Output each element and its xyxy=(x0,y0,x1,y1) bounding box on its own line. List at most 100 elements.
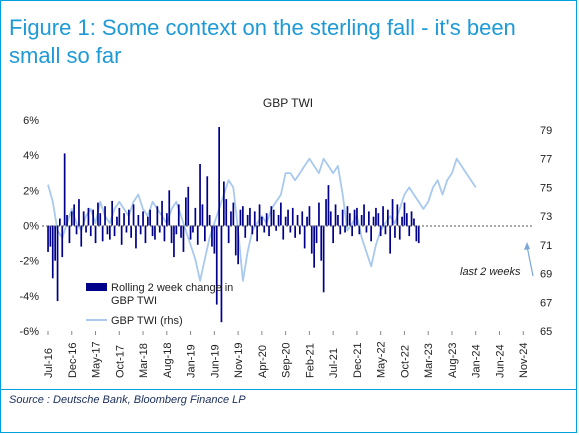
bar xyxy=(163,225,166,242)
bar xyxy=(372,216,375,226)
legend-label-line: GBP TWI (rhs) xyxy=(111,315,183,327)
bar xyxy=(325,199,327,226)
bar xyxy=(253,211,256,226)
bar xyxy=(322,225,325,293)
bar xyxy=(199,164,201,226)
x-axis-tick-label: Nov-19 xyxy=(233,343,245,378)
bar xyxy=(70,211,73,226)
bar xyxy=(272,209,275,226)
bar xyxy=(377,213,380,226)
bar xyxy=(123,213,125,226)
bar xyxy=(215,225,218,305)
bar xyxy=(415,225,418,242)
right-axis: 65 67 69 71 73 75 77 79 xyxy=(540,125,552,338)
bar xyxy=(313,225,315,268)
bar xyxy=(149,209,151,226)
bar xyxy=(142,211,144,226)
figure-title: Figure 1: Some context on the sterling f… xyxy=(9,15,516,68)
bar xyxy=(187,186,190,226)
series-line-gbp-twi xyxy=(47,157,477,282)
x-axis-tick-label: Oct-17 xyxy=(114,345,126,378)
source-divider xyxy=(0,389,577,390)
bar xyxy=(246,215,249,226)
bar xyxy=(396,204,399,226)
bar xyxy=(104,206,106,226)
bar xyxy=(204,225,206,242)
chart-title: GBP TWI xyxy=(263,96,313,110)
bar xyxy=(334,204,337,226)
bar xyxy=(370,225,372,242)
right-axis-tick-label: 71 xyxy=(540,240,552,252)
bar xyxy=(287,209,289,226)
bar xyxy=(47,225,49,252)
x-axis-tick-label: Mar-18 xyxy=(138,343,150,378)
bar xyxy=(92,209,94,226)
x-axis-tick-label: Jan-24 xyxy=(471,344,483,378)
bar xyxy=(344,225,346,233)
twi-line-group xyxy=(47,157,477,282)
annotation-arrow xyxy=(524,242,534,277)
bar xyxy=(294,225,296,238)
bar xyxy=(225,199,228,226)
bar xyxy=(417,225,420,244)
bar xyxy=(177,204,180,226)
x-axis-tick-label: Aug-18 xyxy=(162,343,174,378)
right-axis-tick-label: 79 xyxy=(540,125,552,137)
bar xyxy=(192,225,194,233)
bar xyxy=(82,211,85,226)
bar xyxy=(360,215,363,226)
bar xyxy=(291,207,294,226)
bar xyxy=(189,225,192,240)
bar xyxy=(301,211,304,226)
bar xyxy=(277,215,280,226)
bar xyxy=(147,216,149,226)
bar xyxy=(368,211,370,226)
bar xyxy=(363,204,365,226)
bar xyxy=(68,225,71,244)
x-axis-tick-label: Feb-21 xyxy=(304,343,316,378)
bar xyxy=(170,225,173,244)
bar xyxy=(59,218,61,226)
bar xyxy=(206,176,209,226)
bar xyxy=(353,209,356,226)
x-axis-tick-label: May-22 xyxy=(376,341,388,378)
right-axis-tick-label: 73 xyxy=(540,211,552,223)
x-axis-tick-label: Mar-23 xyxy=(423,343,435,378)
right-axis-tick-label: 67 xyxy=(540,297,552,309)
legend-label-bars: Rolling 2 week change in GBP TWI xyxy=(111,282,236,307)
bar xyxy=(310,225,313,254)
legend: Rolling 2 week change in GBP TWI GBP TWI… xyxy=(86,282,236,327)
left-axis: -6% -4% -2% 0% 2% 4% 6% xyxy=(19,115,39,338)
bar xyxy=(213,225,216,254)
bar xyxy=(211,225,213,247)
bar xyxy=(398,225,401,240)
bar xyxy=(80,225,83,247)
x-axis-tick-label: Aug-23 xyxy=(447,343,459,378)
bar xyxy=(242,206,244,226)
bar xyxy=(87,207,90,226)
bar xyxy=(111,200,113,226)
x-axis-tick-label: Jul-21 xyxy=(328,348,340,378)
bar xyxy=(201,204,204,226)
bar xyxy=(120,225,123,245)
left-axis-tick-label: -4% xyxy=(19,291,39,303)
bar xyxy=(156,206,159,226)
bar xyxy=(391,199,394,226)
bar xyxy=(135,225,137,249)
bar xyxy=(413,218,415,226)
x-axis-tick-label: Jun-24 xyxy=(494,344,506,378)
bar xyxy=(78,199,80,226)
bar xyxy=(185,197,187,226)
bar xyxy=(99,213,102,226)
source-note: Source : Deutsche Bank, Bloomberg Financ… xyxy=(9,394,246,406)
bar xyxy=(403,202,406,226)
left-axis-tick-label: 6% xyxy=(23,115,39,127)
left-axis-tick-label: 2% xyxy=(23,185,39,197)
bar xyxy=(85,225,87,233)
x-axis-tick-label: Apr-20 xyxy=(257,345,269,378)
bar xyxy=(94,225,97,244)
bar xyxy=(341,209,344,226)
bar xyxy=(406,213,408,226)
